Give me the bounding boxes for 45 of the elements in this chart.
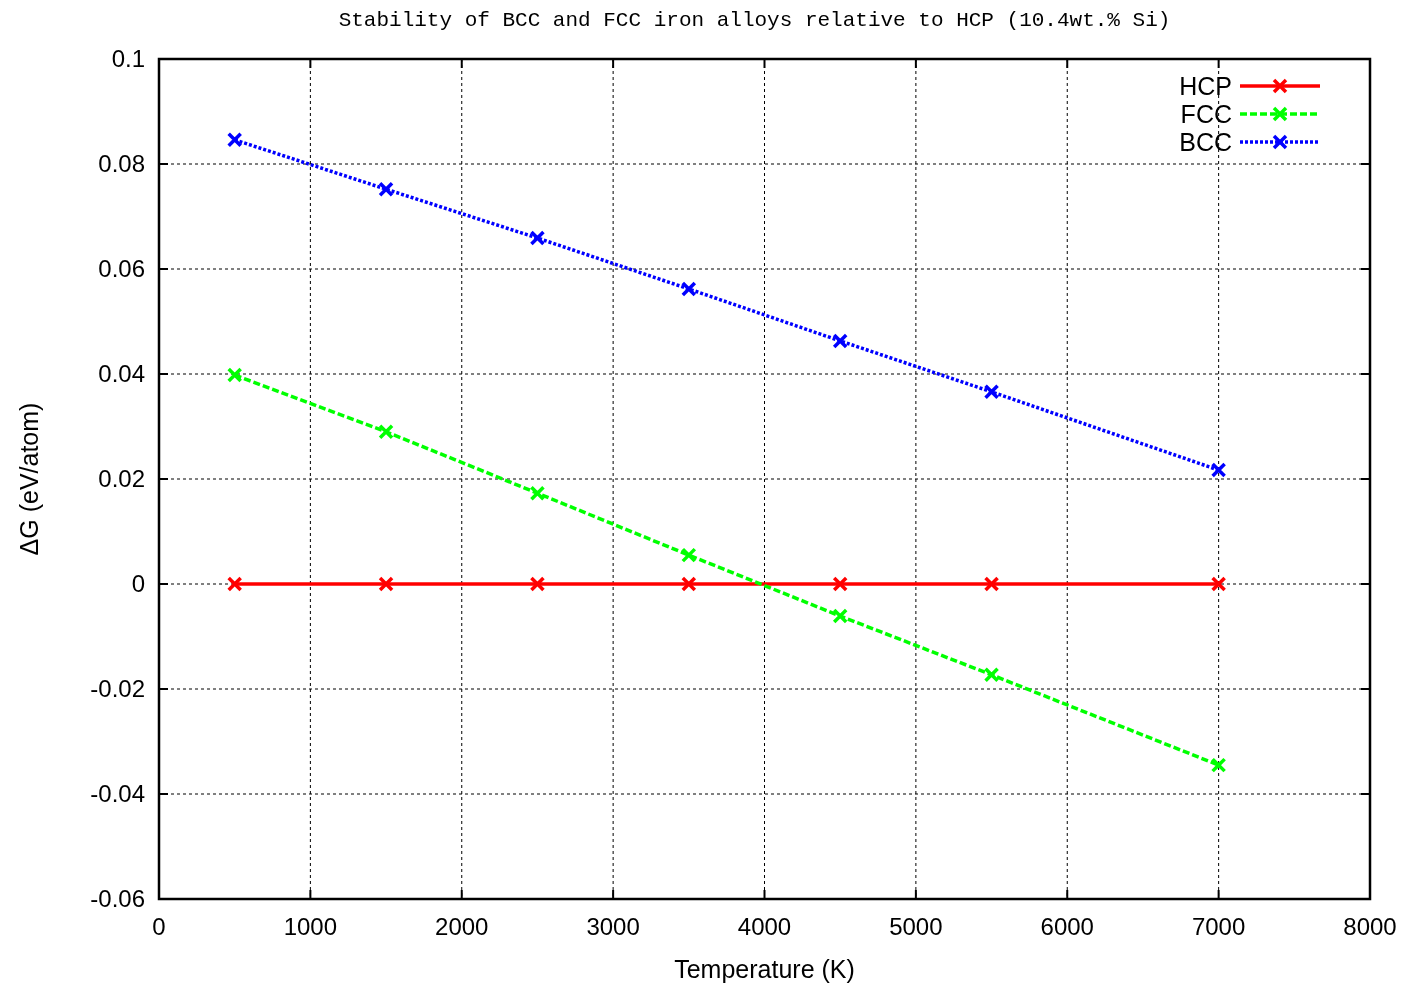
point (832, 608, 848, 624)
y-tick-label: 0.02 (98, 465, 145, 492)
x-tick-label: 1000 (283, 913, 338, 940)
point (681, 576, 697, 592)
y-tick-label: 0.1 (111, 45, 145, 72)
x-tick-label: 8000 (1343, 913, 1397, 940)
point (983, 576, 1000, 592)
x-tick-label: 0 (152, 913, 166, 940)
point (983, 667, 1000, 683)
legend-label: FCC (1180, 100, 1232, 128)
x-tick-label: 3000 (586, 913, 640, 940)
point (378, 576, 394, 592)
point (529, 576, 546, 592)
legend-label: BCC (1179, 128, 1232, 156)
point (1210, 462, 1227, 478)
y-tick-label: -0.02 (90, 675, 145, 702)
legend-label: HCP (1179, 72, 1232, 100)
x-tick-label: 4000 (737, 913, 792, 940)
x-tick-label: 2000 (435, 913, 489, 940)
y-axis-title: ΔG (eV/atom) (15, 402, 43, 556)
y-tick-label: 0 (131, 570, 145, 597)
y-tick-label: 0.06 (98, 255, 145, 282)
point (681, 281, 697, 297)
point (378, 424, 394, 440)
point (832, 576, 848, 592)
y-tick-label: 0.08 (98, 150, 145, 177)
y-tick-label: 0.04 (98, 360, 145, 387)
point (1210, 576, 1227, 592)
point (832, 333, 848, 349)
point (681, 547, 697, 563)
point (378, 181, 394, 197)
point (226, 576, 243, 592)
y-tick-label: -0.06 (90, 885, 145, 912)
point (529, 230, 546, 246)
point (226, 132, 243, 148)
point (1210, 757, 1227, 773)
point (983, 384, 1000, 400)
x-tick-label: 7000 (1191, 913, 1246, 940)
point (529, 485, 546, 501)
y-tick-label: -0.04 (90, 780, 145, 807)
point (226, 367, 243, 383)
x-tick-label: 5000 (889, 913, 943, 940)
x-axis-title: Temperature (K) (674, 955, 855, 983)
chart-title: Stability of BCC and FCC iron alloys relative to HCP (10.4wt.% Si) (338, 9, 1171, 32)
x-tick-label: 6000 (1040, 913, 1094, 940)
